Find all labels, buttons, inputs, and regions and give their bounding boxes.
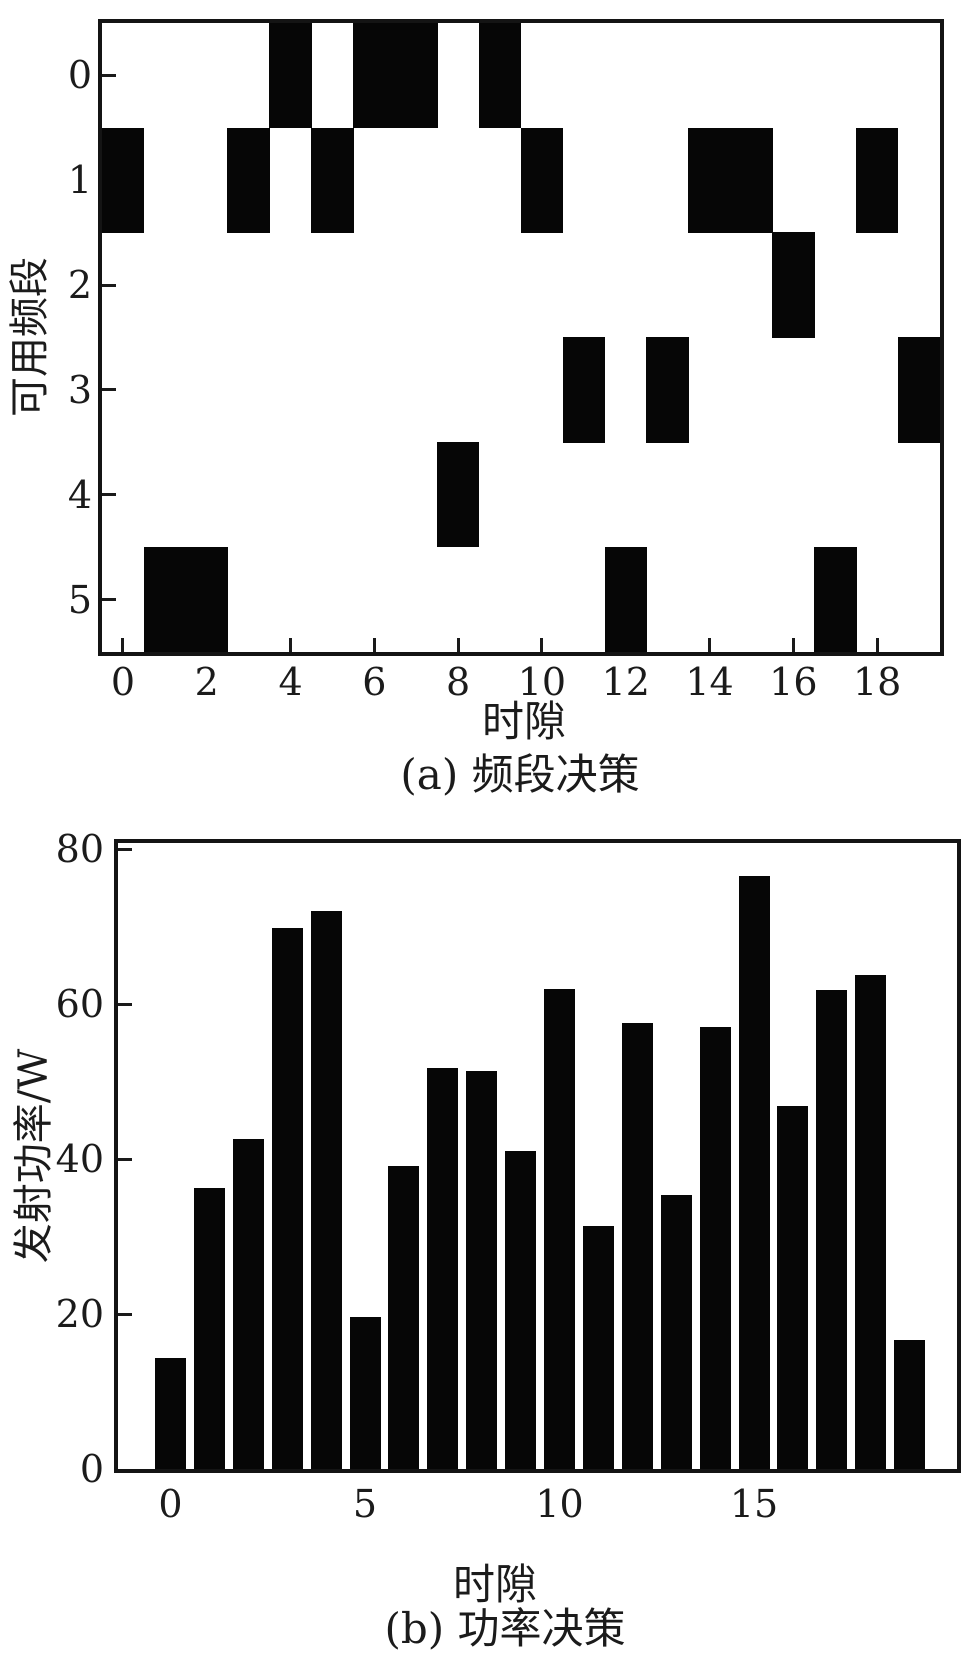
panel-a-y-tick [102, 388, 116, 392]
heatmap-cell-selected [436, 442, 480, 548]
panel-a-plot-area [98, 19, 944, 656]
panel-b-x-tick-label: 5 [352, 1482, 378, 1526]
bar [427, 1067, 459, 1469]
panel-a-x-tick-label: 8 [446, 660, 471, 704]
panel-b-y-tick-label: 60 [55, 982, 104, 1026]
panel-a-y-tick-label: 0 [67, 53, 92, 98]
heatmap-cell-selected [730, 127, 773, 233]
bar [271, 928, 303, 1469]
bar [466, 1071, 498, 1469]
panel-a-x-tick [708, 638, 712, 652]
panel-b-y-tick-label: 40 [55, 1137, 104, 1181]
heatmap-cell-selected [143, 546, 187, 653]
heatmap-cell-selected [897, 337, 941, 443]
panel-a-x-tick-label: 18 [852, 660, 902, 704]
panel-a-x-tick-label: 10 [517, 660, 567, 704]
panel-a-y-tick [102, 598, 116, 602]
panel-b-x-axis-label: 时隙 [452, 1560, 537, 1609]
panel-a-y-tick [102, 493, 116, 497]
panel-a-x-tick [791, 638, 795, 652]
bar [310, 911, 342, 1469]
panel-b-y-tick [118, 1312, 132, 1316]
heatmap-cell-selected [688, 127, 731, 233]
panel-a-x-tick [456, 638, 460, 652]
heatmap-cell-selected [353, 22, 396, 129]
panel-a-y-tick [102, 73, 116, 77]
bar [193, 1188, 225, 1469]
panel-a-x-axis-label: 时隙 [481, 697, 566, 746]
panel-a-y-tick-label: 4 [67, 472, 92, 517]
heatmap-cell-selected [520, 127, 564, 233]
panel-a-x-tick-label: 0 [110, 660, 136, 704]
panel-a-x-tick-label: 4 [278, 660, 303, 704]
bar [738, 876, 770, 1469]
panel-b-y-tick [118, 1157, 132, 1161]
panel-b-x-tick-label: 15 [729, 1482, 779, 1526]
bar [660, 1194, 692, 1469]
panel-b-plot-area [114, 839, 961, 1473]
panel-a-x-tick [875, 638, 879, 652]
panel-a-x-tick-label: 12 [601, 660, 650, 704]
bar [349, 1317, 381, 1469]
bar [855, 974, 887, 1469]
bar [621, 1022, 653, 1469]
panel-a-x-tick [372, 638, 376, 652]
panel-a-caption: (a) 频段决策 [400, 750, 640, 799]
heatmap-cell-selected [269, 22, 312, 129]
panel-a-y-tick [102, 283, 116, 287]
bar [388, 1165, 420, 1469]
panel-a-y-tick-label: 1 [67, 158, 92, 203]
heatmap-cell-selected [227, 127, 270, 233]
bar [232, 1138, 264, 1469]
panel-b-caption: (b) 功率决策 [384, 1604, 626, 1653]
panel-a-x-tick-label: 2 [194, 660, 219, 704]
panel-a-x-tick [289, 638, 293, 652]
bar [894, 1340, 926, 1469]
heatmap-cell-selected [311, 127, 354, 233]
heatmap-cell-selected [101, 127, 145, 233]
bar [582, 1226, 614, 1469]
panel-b-y-tick-label: 0 [79, 1447, 104, 1491]
bar [777, 1105, 809, 1469]
heatmap-cell-selected [562, 337, 606, 443]
panel-b-y-tick [118, 1002, 132, 1006]
heatmap-cell-selected [395, 22, 438, 129]
panel-a-x-tick-label: 6 [362, 660, 387, 704]
bar [816, 990, 848, 1469]
panel-a-x-tick [540, 638, 544, 652]
bar [155, 1358, 186, 1469]
panel-b-x-tick-label: 10 [535, 1482, 584, 1526]
panel-a-x-tick-label: 14 [685, 660, 734, 704]
heatmap-cell-selected [646, 337, 689, 443]
heatmap-cell-selected [604, 546, 647, 653]
bar [505, 1151, 537, 1469]
panel-a-y-tick-label: 5 [67, 577, 92, 622]
heatmap-cell-selected [772, 232, 815, 338]
heatmap-cell-selected [185, 546, 228, 653]
panel-a-y-axis-label: 可用频段 [7, 257, 53, 417]
heatmap-cell-selected [478, 22, 522, 129]
panel-b-y-tick [118, 847, 132, 851]
bar [544, 988, 575, 1469]
panel-a-y-tick-label: 3 [67, 367, 92, 412]
heatmap-cell-selected [855, 127, 899, 233]
panel-b-y-tick-label: 20 [55, 1292, 104, 1336]
panel-a-x-tick [121, 638, 125, 652]
panel-a-x-tick-label: 16 [769, 660, 818, 704]
panel-b-x-tick-label: 0 [158, 1482, 183, 1526]
heatmap-cell-selected [814, 546, 857, 653]
bar [699, 1027, 731, 1469]
panel-a-y-tick-label: 2 [67, 263, 92, 308]
panel-b-y-tick-label: 80 [55, 827, 104, 871]
